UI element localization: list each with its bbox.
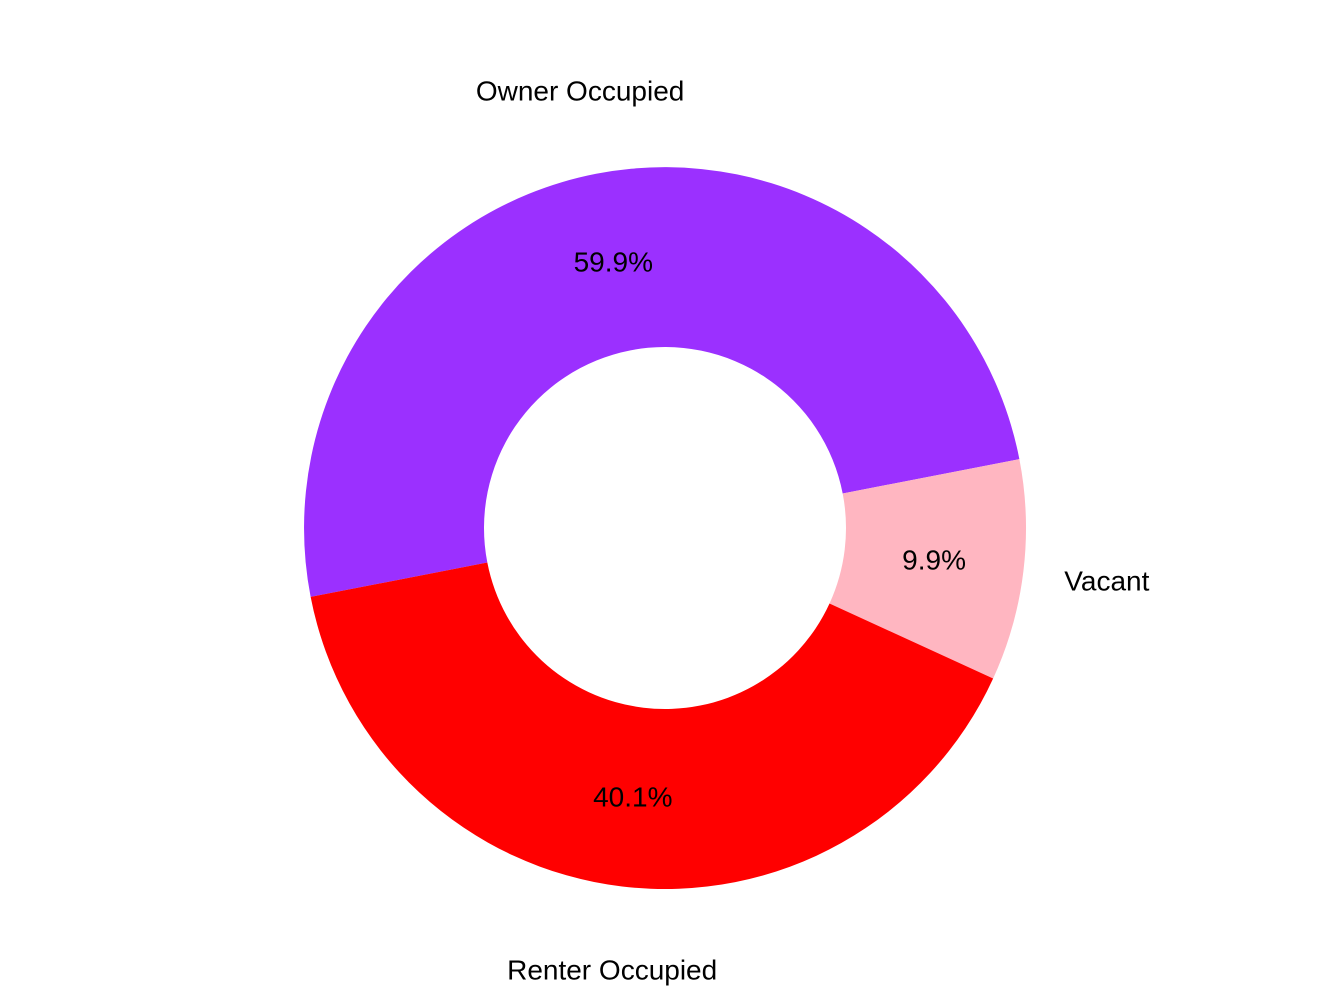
- percent-label-owner-occupied: 59.9%: [574, 246, 653, 277]
- percent-label-vacant: 9.9%: [902, 545, 966, 576]
- slice-vacant: [829, 459, 1026, 679]
- category-label-renter-occupied: Renter Occupied: [507, 954, 717, 985]
- slice-owner-occupied: [304, 167, 1020, 597]
- slice-renter-occupied: [310, 562, 994, 889]
- category-label-vacant: Vacant: [1064, 565, 1149, 596]
- category-label-owner-occupied: Owner Occupied: [476, 76, 685, 107]
- category-labels: Owner Occupied Vacant Renter Occupied: [476, 76, 1150, 986]
- percent-labels: 59.9% 9.9% 40.1%: [574, 246, 966, 812]
- donut-slices: [304, 167, 1026, 889]
- percent-label-renter-occupied: 40.1%: [593, 782, 672, 813]
